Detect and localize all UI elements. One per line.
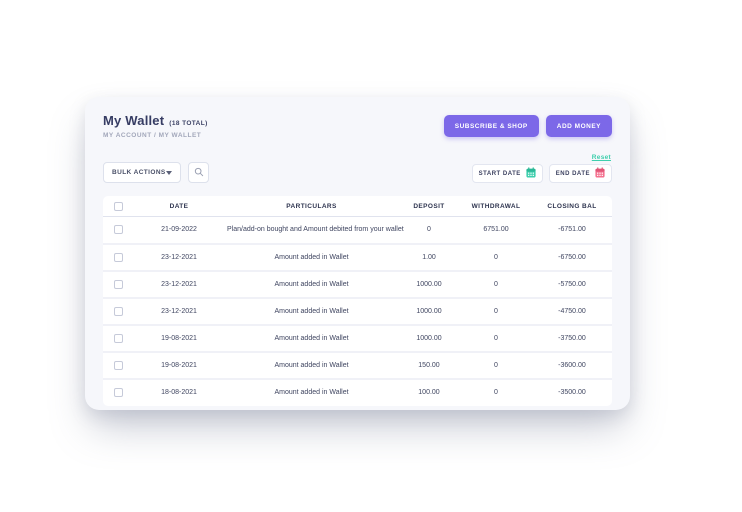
cell-deposit: 150.00: [398, 351, 460, 380]
table-row: 21-09-2022 Plan/add-on bought and Amount…: [103, 216, 612, 245]
toolbar: BULK ACTIONS Reset START DATE END DATE: [103, 154, 612, 183]
card-header: My Wallet (18 TOTAL) MY ACCOUNT / MY WAL…: [103, 113, 612, 139]
cell-date: 23-12-2021: [133, 270, 225, 299]
header-actions: SUBSCRIBE & SHOP ADD MONEY: [443, 115, 612, 137]
cell-closing-bal: -6750.00: [532, 243, 612, 272]
table-row: 23-12-2021 Amount added in Wallet 1.00 0…: [103, 243, 612, 272]
row-checkbox[interactable]: [113, 252, 123, 262]
row-checkbox[interactable]: [113, 306, 123, 316]
column-header-date: DATE: [133, 196, 225, 217]
wallet-card: My Wallet (18 TOTAL) MY ACCOUNT / MY WAL…: [85, 97, 630, 410]
cell-deposit: 1000.00: [398, 324, 460, 353]
cell-particulars: Amount added in Wallet: [225, 324, 398, 353]
cell-date: 19-08-2021: [133, 324, 225, 353]
select-all-checkbox[interactable]: [113, 202, 123, 211]
cell-particulars: Plan/add-on bought and Amount debited fr…: [225, 216, 404, 245]
cell-particulars: Amount added in Wallet: [225, 243, 398, 272]
search-icon: [194, 164, 204, 182]
cell-withdrawal: 0: [460, 297, 532, 326]
cell-closing-bal: -3750.00: [532, 324, 612, 353]
start-date-label: START DATE: [478, 170, 521, 177]
cell-date: 23-12-2021: [133, 297, 225, 326]
cell-withdrawal: 0: [460, 270, 532, 299]
table-row: 23-12-2021 Amount added in Wallet 1000.0…: [103, 297, 612, 326]
start-date-field[interactable]: START DATE: [471, 164, 543, 183]
column-header-deposit: DEPOSIT: [398, 196, 460, 217]
cell-particulars: Amount added in Wallet: [225, 351, 398, 380]
search-button[interactable]: [188, 162, 209, 183]
bulk-actions-label: BULK ACTIONS: [112, 169, 166, 176]
end-date-label: END DATE: [555, 170, 590, 177]
table-row: 19-08-2021 Amount added in Wallet 150.00…: [103, 351, 612, 380]
total-count: (18 TOTAL): [169, 120, 208, 127]
row-checkbox[interactable]: [113, 388, 123, 397]
cell-closing-bal: -3600.00: [532, 351, 612, 380]
cell-particulars: Amount added in Wallet: [225, 270, 398, 299]
cell-date: 21-09-2022: [133, 216, 225, 245]
cell-deposit: 1000.00: [398, 297, 460, 326]
cell-deposit: 1000.00: [398, 270, 460, 299]
row-checkbox[interactable]: [113, 360, 123, 370]
table-header: DATE PARTICULARS DEPOSIT WITHDRAWAL CLOS…: [103, 196, 612, 217]
subscribe-shop-button[interactable]: SUBSCRIBE & SHOP: [443, 115, 539, 137]
reset-link[interactable]: Reset: [591, 154, 611, 161]
cell-closing-bal: -6751.00: [532, 216, 612, 245]
table-row: 19-08-2021 Amount added in Wallet 1000.0…: [103, 324, 612, 353]
wallet-table: DATE PARTICULARS DEPOSIT WITHDRAWAL CLOS…: [103, 196, 612, 406]
cell-deposit: 100.00: [418, 389, 440, 396]
cell-closing-bal: -4750.00: [532, 297, 612, 326]
calendar-end-icon: [595, 167, 605, 180]
breadcrumb: MY ACCOUNT / MY WALLET: [103, 132, 202, 139]
cell-date: 18-08-2021: [161, 389, 197, 396]
cell-withdrawal: 0: [494, 389, 498, 396]
add-money-button[interactable]: ADD MONEY: [545, 115, 612, 137]
bulk-actions-dropdown[interactable]: BULK ACTIONS: [103, 162, 181, 183]
cell-closing-bal: -5750.00: [532, 270, 612, 299]
cell-closing-bal: -3500.00: [558, 389, 586, 396]
row-checkbox[interactable]: [113, 225, 123, 235]
cell-deposit: 1.00: [398, 243, 460, 272]
cell-particulars: Amount added in Wallet: [274, 389, 349, 396]
end-date-field[interactable]: END DATE: [548, 164, 612, 183]
cell-date: 19-08-2021: [133, 351, 225, 380]
calendar-start-icon: [526, 167, 536, 180]
table-body: 21-09-2022 Plan/add-on bought and Amount…: [103, 216, 612, 406]
row-checkbox[interactable]: [113, 333, 123, 343]
chevron-down-icon: [166, 170, 172, 175]
title-block: My Wallet (18 TOTAL) MY ACCOUNT / MY WAL…: [103, 113, 208, 139]
page-title: My Wallet: [103, 113, 165, 128]
cell-withdrawal: 6751.00: [460, 216, 532, 245]
cell-particulars: Amount added in Wallet: [225, 297, 398, 326]
cell-withdrawal: 0: [460, 243, 532, 272]
table-row: 23-12-2021 Amount added in Wallet 1000.0…: [103, 270, 612, 299]
cell-withdrawal: 0: [460, 351, 532, 380]
table-row: 18-08-2021 Amount added in Wallet 100.00…: [103, 379, 612, 406]
column-header-withdrawal: WITHDRAWAL: [460, 196, 532, 217]
column-header-particulars: PARTICULARS: [225, 196, 398, 217]
cell-deposit: 0: [398, 216, 460, 245]
cell-withdrawal: 0: [460, 324, 532, 353]
cell-date: 23-12-2021: [133, 243, 225, 272]
row-checkbox[interactable]: [113, 279, 123, 289]
column-header-closing-bal: CLOSING BAL: [532, 196, 612, 217]
